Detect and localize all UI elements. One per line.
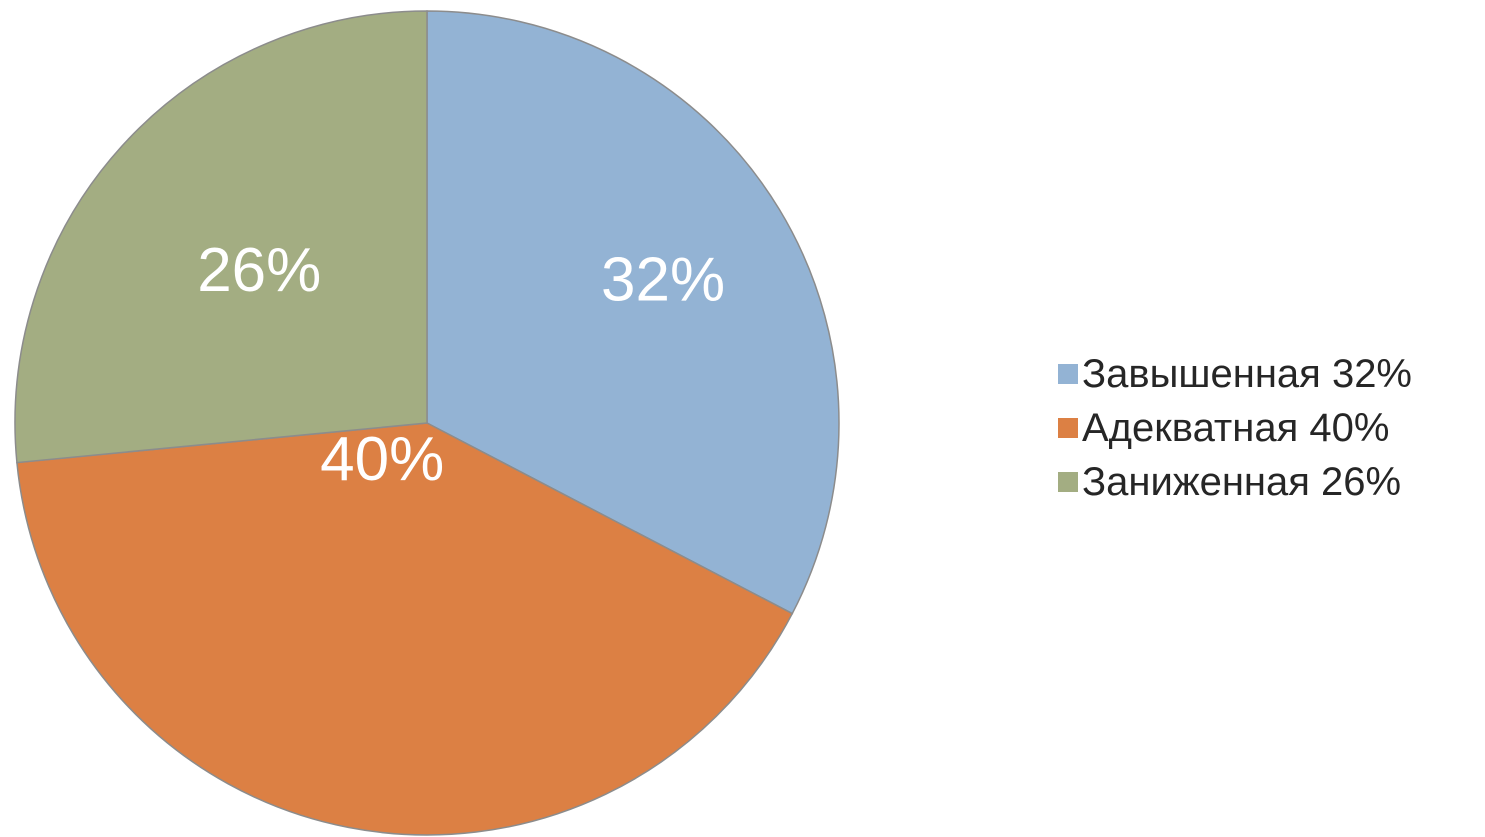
legend-label-3: Заниженная 26% xyxy=(1082,460,1401,504)
data-label-2: 40% xyxy=(320,425,444,494)
pie-data-labels: 32% 40% 26% xyxy=(197,236,725,494)
pie-slice-1 xyxy=(426,10,840,615)
data-label-1: 32% xyxy=(601,245,725,314)
legend-label-1: Завышенная 32% xyxy=(1082,352,1412,396)
chart-legend: Завышенная 32% Адекватная 40% Заниженная 2… xyxy=(1058,352,1412,504)
data-label-3: 26% xyxy=(197,236,321,305)
pie-slices xyxy=(14,10,840,836)
legend-label-2: Адекватная 40% xyxy=(1082,406,1389,450)
legend-swatch-2 xyxy=(1058,418,1078,438)
legend-swatch-1 xyxy=(1058,364,1078,384)
legend-swatch-3 xyxy=(1058,472,1078,492)
pie-slice-2 xyxy=(16,422,794,836)
pie-slice-3 xyxy=(14,10,428,464)
